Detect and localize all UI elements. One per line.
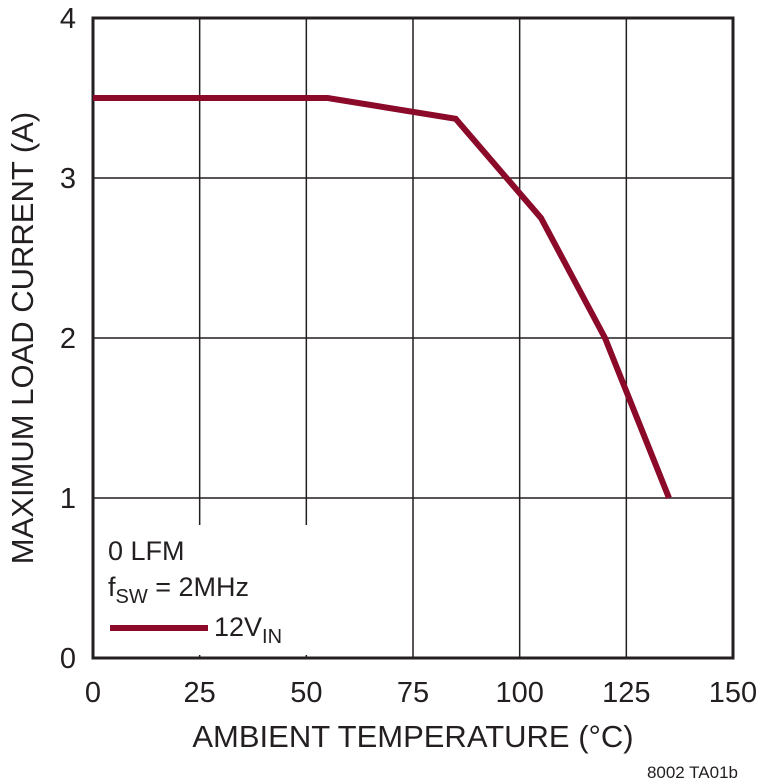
grid-lines: [93, 18, 733, 658]
legend-background: [96, 525, 312, 655]
y-axis-title: MAXIMUM LOAD CURRENT (A): [5, 112, 40, 564]
plot-frame: [91, 16, 735, 660]
figure-id: 8002 TA01b: [647, 763, 738, 782]
legend-label-subscript: IN: [262, 626, 282, 648]
x-tick-label: 125: [602, 677, 650, 709]
x-tick-label: 50: [290, 677, 322, 709]
x-tick-label: 100: [495, 677, 543, 709]
y-tick-label: 1: [60, 483, 76, 515]
legend-label-12vin: 12VIN: [214, 612, 282, 648]
x-tick-label: 75: [397, 677, 429, 709]
x-axis-title: AMBIENT TEMPERATURE (°C): [192, 719, 633, 754]
y-tick-label: 2: [60, 323, 76, 355]
y-tick-labels: 0 1 2 3 4: [60, 3, 76, 675]
fsw-value: = 2MHz: [148, 572, 249, 602]
y-tick-label: 3: [60, 163, 76, 195]
fsw-f: f: [108, 572, 116, 602]
annotation-airflow: 0 LFM: [108, 536, 185, 566]
annotation-switching-frequency: fSW = 2MHz: [108, 572, 249, 608]
fsw-subscript: SW: [116, 586, 148, 608]
x-tick-label: 25: [184, 677, 216, 709]
legend: 0 LFM fSW = 2MHz 12VIN: [96, 525, 312, 655]
y-tick-label: 4: [60, 3, 76, 35]
y-tick-label: 0: [60, 643, 76, 675]
series-line-12vin: [93, 95, 672, 500]
x-tick-label: 150: [709, 677, 757, 709]
x-tick-labels: 0 25 50 75 100 125 150: [85, 677, 757, 709]
x-tick-label: 0: [85, 677, 101, 709]
legend-label-main: 12V: [214, 612, 262, 642]
